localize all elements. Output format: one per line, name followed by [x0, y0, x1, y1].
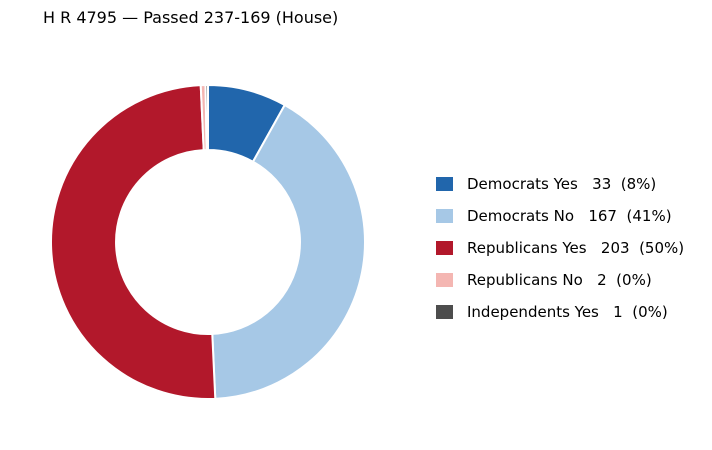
legend-label: Republicans No 2 (0%) — [467, 271, 652, 289]
chart-title: H R 4795 — Passed 237-169 (House) — [43, 8, 339, 27]
legend-label: Independents Yes 1 (0%) — [467, 303, 668, 321]
legend-swatch — [436, 209, 453, 223]
legend-item: Democrats No 167 (41%) — [436, 200, 684, 232]
legend-item: Republicans Yes 203 (50%) — [436, 232, 684, 264]
legend-label: Democrats No 167 (41%) — [467, 207, 672, 225]
legend-swatch — [436, 241, 453, 255]
donut-slice — [211, 103, 366, 400]
legend-item: Independents Yes 1 (0%) — [436, 296, 684, 328]
legend-swatch — [436, 273, 453, 287]
legend-swatch — [436, 177, 453, 191]
legend-item: Republicans No 2 (0%) — [436, 264, 684, 296]
legend: Democrats Yes 33 (8%) Democrats No 167 (… — [436, 168, 684, 328]
legend-item: Democrats Yes 33 (8%) — [436, 168, 684, 200]
legend-swatch — [436, 305, 453, 319]
donut-slice — [204, 83, 209, 152]
legend-label: Democrats Yes 33 (8%) — [467, 175, 657, 193]
legend-label: Republicans Yes 203 (50%) — [467, 239, 685, 257]
donut-slice — [50, 84, 217, 400]
